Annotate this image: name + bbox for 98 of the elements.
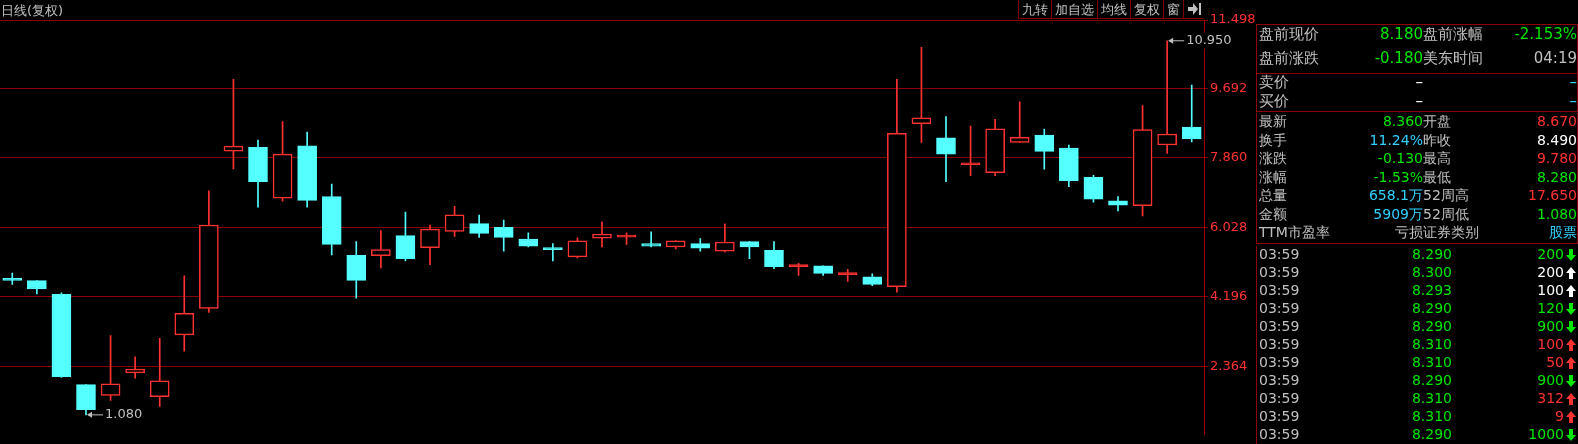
- text: 5909万: [1372, 205, 1423, 224]
- text: 涨幅: [1259, 168, 1288, 187]
- text: 8.290: [1410, 246, 1452, 264]
- text: 8.490: [1535, 131, 1577, 150]
- text: 8.300: [1410, 264, 1452, 282]
- text: 03:59: [1259, 264, 1301, 282]
- text: 9: [1554, 408, 1564, 426]
- text: 涨跌: [1259, 150, 1288, 168]
- text: 200: [1536, 264, 1564, 282]
- text: 亏损: [1394, 224, 1423, 242]
- y-tick-label: 7.860: [1210, 149, 1248, 165]
- text: 8.310: [1410, 354, 1452, 372]
- text: 九转: [1018, 0, 1051, 19]
- text: 52周高: [1423, 187, 1470, 205]
- text: 04:19: [1532, 49, 1577, 69]
- text: 100: [1536, 336, 1564, 354]
- annotation: 1.080: [105, 406, 143, 422]
- text: 8.290: [1410, 300, 1452, 318]
- text: 900: [1536, 372, 1564, 390]
- text: 03:59: [1259, 390, 1301, 408]
- text: 8.180: [1379, 25, 1423, 45]
- y-tick-label: 6.028: [1210, 218, 1248, 234]
- text: 03:59: [1259, 318, 1301, 336]
- text: 金额: [1259, 205, 1288, 224]
- text: 200: [1536, 246, 1564, 264]
- text: 120: [1536, 300, 1564, 318]
- text: 03:59: [1259, 282, 1301, 300]
- text: 8.310: [1410, 408, 1452, 426]
- text: 昨收: [1423, 131, 1452, 150]
- text: 总量: [1259, 187, 1288, 205]
- text: 1.080: [1535, 205, 1577, 224]
- candlestick: [543, 243, 563, 262]
- text: 03:59: [1259, 354, 1301, 372]
- text: 03:59: [1259, 336, 1301, 354]
- text: TTM市盈率: [1259, 224, 1331, 242]
- candlestick: [1181, 84, 1202, 143]
- text: 盘前涨幅: [1423, 25, 1484, 45]
- candlestick: [592, 221, 612, 248]
- text: 均线: [1097, 0, 1130, 19]
- text: 8.293: [1410, 282, 1452, 300]
- text: 8.360: [1381, 113, 1423, 131]
- candlestick: [125, 356, 145, 379]
- text: 8.290: [1410, 426, 1452, 444]
- text: –: [1414, 73, 1423, 92]
- text: –: [1568, 92, 1577, 111]
- text: 03:59: [1259, 408, 1301, 426]
- y-tick-label: 9.692: [1210, 79, 1248, 95]
- text: 最新: [1259, 113, 1288, 131]
- text: 8.310: [1410, 336, 1452, 354]
- text: 03:59: [1259, 300, 1301, 318]
- text: 03:59: [1259, 426, 1301, 444]
- text: 1000: [1527, 426, 1564, 444]
- text: 9.780: [1535, 150, 1577, 168]
- text: 盘前涨跌: [1259, 49, 1320, 69]
- text: –: [1414, 92, 1423, 111]
- text: 8.290: [1410, 318, 1452, 336]
- text: 8.670: [1535, 113, 1577, 131]
- candlestick: [1157, 40, 1177, 154]
- text: 900: [1536, 318, 1564, 336]
- text: 窗: [1163, 0, 1183, 19]
- text: 100: [1536, 282, 1564, 300]
- text: -1.53%: [1372, 168, 1423, 187]
- annotation: 10.950: [1186, 32, 1232, 48]
- candlestick: [2, 272, 23, 285]
- text: -0.130: [1376, 150, 1423, 168]
- text: 312: [1536, 390, 1564, 408]
- text: 658.1万: [1367, 187, 1423, 205]
- candlestick: [936, 116, 956, 183]
- y-tick-label: 11.498: [1210, 11, 1256, 27]
- text: 换手: [1259, 131, 1288, 150]
- text: 17.650: [1527, 187, 1577, 205]
- text: 买价: [1259, 92, 1290, 111]
- text: 加自选: [1051, 0, 1097, 19]
- text: –: [1568, 73, 1577, 92]
- text: 股票: [1548, 224, 1577, 242]
- text: 证券类别: [1423, 224, 1480, 242]
- text: 最低: [1423, 168, 1452, 187]
- chart-title: 日线(复权): [1, 2, 64, 20]
- candlestick: [371, 230, 391, 269]
- text: 复权: [1130, 0, 1163, 19]
- text: 盘前现价: [1259, 25, 1320, 45]
- text: 最高: [1423, 150, 1452, 168]
- text: 8.280: [1535, 168, 1577, 187]
- text: 03:59: [1259, 372, 1301, 390]
- text: 开盘: [1423, 113, 1452, 131]
- text: -0.180: [1373, 49, 1423, 69]
- text: 美东时间: [1423, 49, 1484, 69]
- text: -2.153%: [1513, 25, 1577, 45]
- candlestick: [837, 268, 858, 282]
- text: 50: [1545, 354, 1564, 372]
- y-tick-label: 4.196: [1210, 288, 1248, 304]
- text: 8.310: [1410, 390, 1452, 408]
- text: 8.290: [1410, 372, 1452, 390]
- text: 卖价: [1259, 73, 1290, 92]
- y-tick-label: 2.364: [1210, 357, 1248, 373]
- text: 11.24%: [1368, 131, 1423, 150]
- text: 52周低: [1423, 205, 1470, 224]
- text: 03:59: [1259, 246, 1301, 264]
